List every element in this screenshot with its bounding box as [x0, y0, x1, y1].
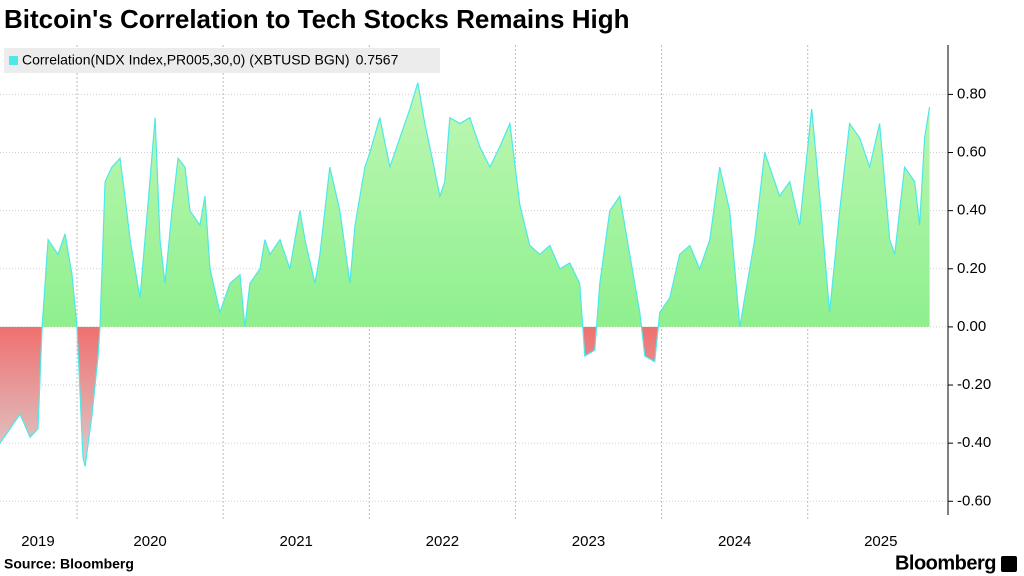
y-tick-label: 0.20: [957, 260, 986, 277]
chart-title: Bitcoin's Correlation to Tech Stocks Rem…: [4, 4, 629, 34]
y-tick-label: 0.40: [957, 202, 986, 219]
area-positive: [0, 82, 930, 327]
y-tick-label: -0.20: [957, 376, 991, 393]
x-tick-label: 2021: [280, 533, 313, 550]
series-line: [0, 82, 931, 467]
legend-value: 0.7567: [356, 52, 399, 68]
brand-logo: Bloomberg: [895, 552, 996, 574]
x-tick-label: 2020: [133, 533, 166, 550]
y-tick-label: -0.40: [957, 434, 991, 451]
x-tick-label: 2024: [718, 533, 751, 550]
source: Source: Bloomberg: [4, 556, 134, 572]
area-negative: [0, 326, 659, 467]
legend-swatch: [9, 56, 18, 65]
x-tick-label: 2019: [21, 533, 54, 550]
x-tick-label: 2025: [864, 533, 897, 550]
y-tick-label: -0.60: [957, 492, 991, 509]
legend: Correlation(NDX Index,PR005,30,0) (XBTUS…: [4, 48, 440, 73]
legend-label: Correlation(NDX Index,PR005,30,0) (XBTUS…: [22, 52, 350, 68]
x-tick-label: 2022: [426, 533, 459, 550]
y-tick-label: 0.00: [957, 318, 986, 335]
y-tick-label: 0.60: [957, 144, 986, 161]
y-tick-label: 0.80: [957, 85, 986, 102]
x-tick-label: 2023: [572, 533, 605, 550]
brand-icon: [1001, 556, 1017, 572]
legend-box: [4, 48, 440, 73]
